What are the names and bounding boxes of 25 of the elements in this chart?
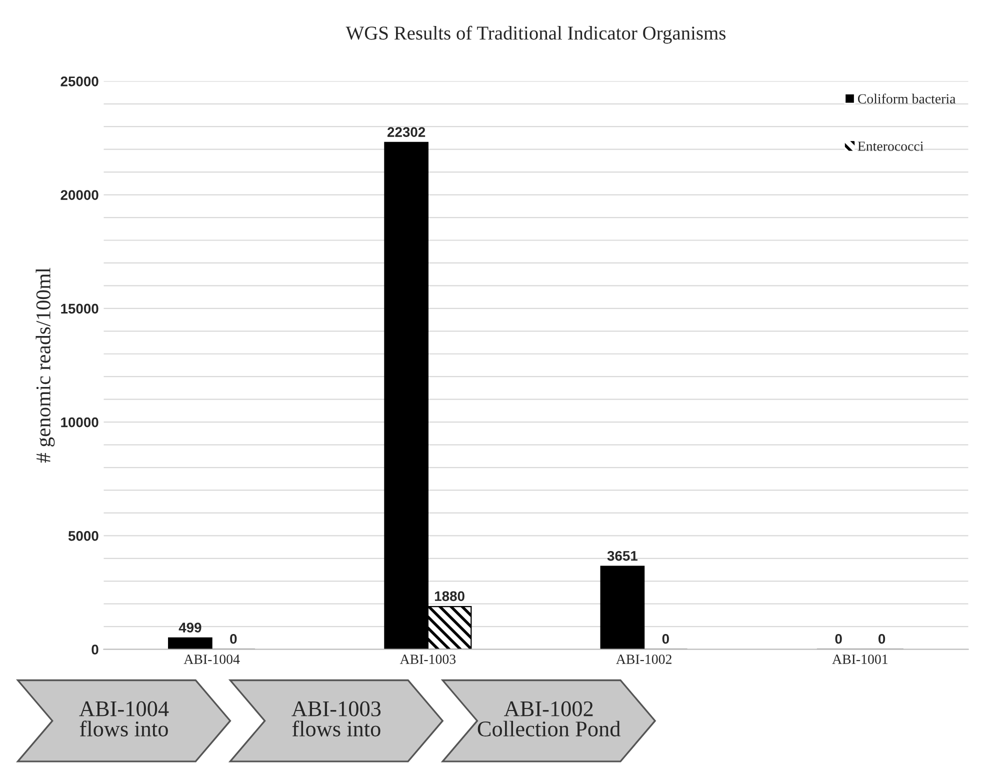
text: ABI-1004 flows into (79, 701, 169, 736)
data-label: 0 (878, 634, 886, 644)
y-tick-label: 25000 (60, 76, 98, 86)
legend-label: Coliform bacteria (858, 94, 956, 104)
data-label: 0 (662, 634, 669, 644)
text: ABI-1002 Collection Pond (478, 701, 620, 736)
legend-label: Enterococci (858, 142, 924, 151)
data-label: 499 (178, 622, 202, 632)
y-tick-label: 20000 (60, 190, 98, 200)
data-label: 0 (230, 634, 237, 644)
x-tick-label: ABI-1002 (616, 654, 672, 664)
y-tick-label: 5000 (68, 531, 98, 541)
x-tick-label: ABI-1003 (400, 654, 456, 664)
x-tick-label: ABI-1001 (832, 654, 888, 664)
data-label: 3651 (607, 550, 638, 561)
y-tick-label: 15000 (61, 304, 98, 314)
y-axis-title: # genomic reads/100ml (36, 268, 55, 463)
data-label: 22302 (387, 127, 426, 137)
y-tick-label: 0 (92, 644, 98, 654)
y-tick-label: 10000 (61, 417, 98, 428)
data-label: 0 (835, 634, 842, 644)
x-tick-label: ABI-1004 (184, 654, 240, 664)
data-label: 1880 (434, 591, 464, 602)
chart-title: WGS Results of Traditional Indicator Organisms (346, 26, 726, 44)
text: ABI-1003 flows into (292, 701, 381, 736)
